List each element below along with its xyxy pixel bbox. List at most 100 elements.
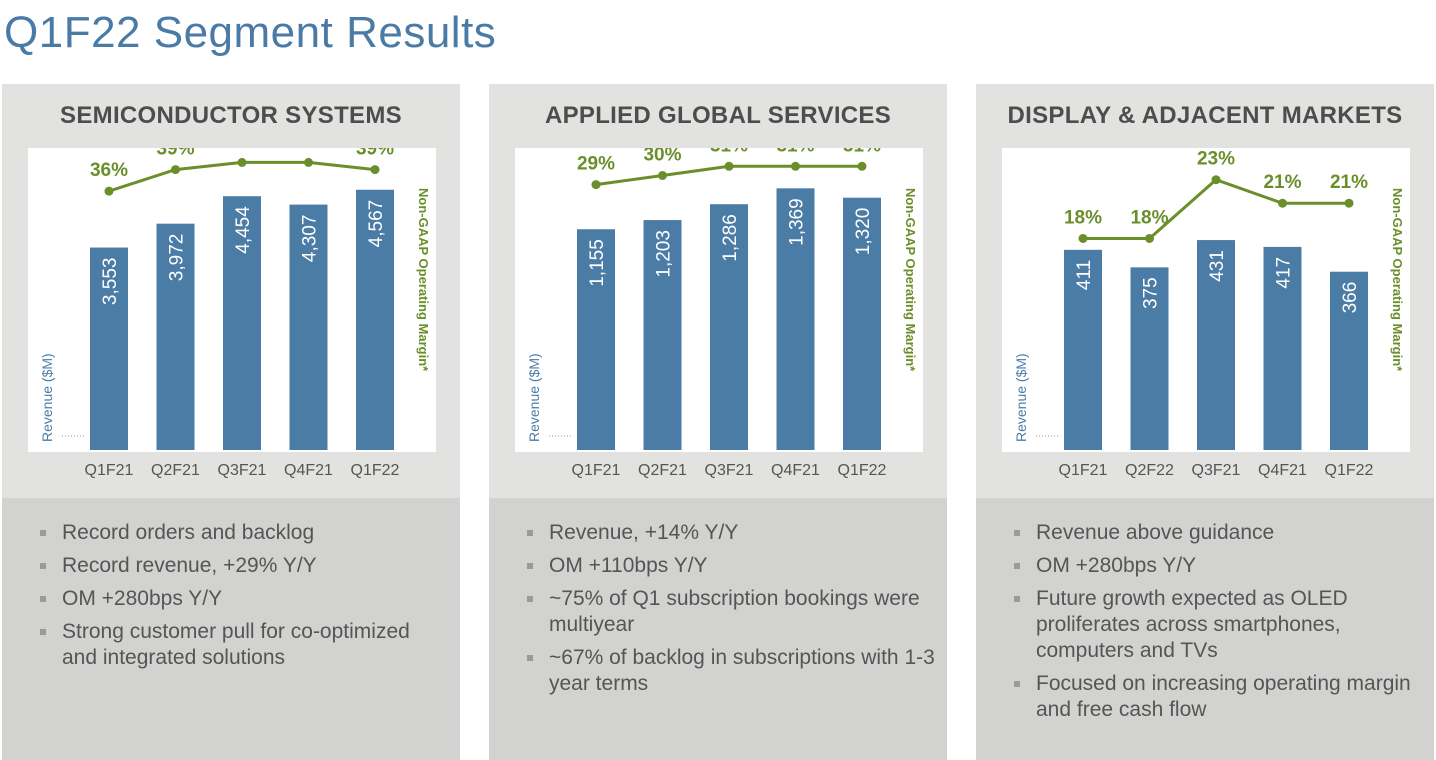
revenue-bar <box>1197 240 1235 450</box>
bullet-square-icon <box>40 596 46 602</box>
margin-value-label: 39% <box>356 148 394 160</box>
margin-point <box>370 165 380 175</box>
panel-applied-global-services: APPLIED GLOBAL SERVICES Revenue ($M) 1,15… <box>489 84 947 760</box>
x-tick-label: Q2F21 <box>638 462 687 479</box>
x-tick-label: Q1F21 <box>84 462 134 479</box>
revenue-bar <box>710 204 748 450</box>
x-tick-label: Q1F21 <box>571 462 621 479</box>
chart-area: Revenue ($M) 411 375 431 417 366 18% 18% 23% 21% 2… <box>1002 148 1410 452</box>
margin-point <box>724 161 734 171</box>
revenue-bar <box>1064 249 1102 450</box>
margin-value-label: 31% <box>843 148 881 156</box>
bullet-list: Revenue above guidance OM +280bps Y/Y Fu… <box>1012 520 1422 730</box>
y2-axis-label: Non-GAAP Operating Margin* <box>1390 188 1405 372</box>
margin-point <box>1145 233 1154 243</box>
x-tick-label: Q1F21 <box>1058 462 1108 479</box>
bar-value-label: 366 <box>1340 282 1361 314</box>
bullet-text: OM +280bps Y/Y <box>1036 554 1197 577</box>
bullet-text: Future growth expected as OLED prolifera… <box>1036 587 1348 662</box>
bullet-square-icon <box>1014 563 1020 569</box>
bullet-text: Revenue, +14% Y/Y <box>549 521 739 544</box>
x-tick-label: Q1F22 <box>350 462 400 479</box>
margin-point <box>791 161 800 171</box>
x-tick-label: Q4F21 <box>771 462 820 479</box>
bullet-text: OM +110bps Y/Y <box>549 554 708 577</box>
margin-point <box>171 165 180 175</box>
segment-chart: Revenue ($M) 411 375 431 417 366 18% 18% 23% 21% 2… <box>1013 149 1405 450</box>
margin-point <box>304 157 313 167</box>
x-tick-label: Q1F22 <box>837 462 887 479</box>
revenue-bar <box>776 188 815 450</box>
bullet-item: ~75% of Q1 subscription bookings were mu… <box>525 586 935 638</box>
margin-point <box>1211 175 1221 185</box>
margin-value-label: 36% <box>90 160 128 181</box>
bullet-item: OM +280bps Y/Y <box>1012 553 1422 579</box>
bullet-text: ~75% of Q1 subscription bookings were mu… <box>549 587 920 636</box>
y2-axis-label: Non-GAAP Operating Margin* <box>416 188 431 372</box>
panel-display-adjacent-markets: DISPLAY & ADJACENT MARKETS Revenue ($M) 4… <box>976 84 1434 760</box>
margin-value-label: 18% <box>1064 207 1102 228</box>
panel-bullets-background <box>2 498 460 760</box>
bullet-text: Focused on increasing operating margin a… <box>1036 672 1411 721</box>
bullet-item: Revenue above guidance <box>1012 520 1422 546</box>
bullet-item: Focused on increasing operating margin a… <box>1012 671 1422 723</box>
revenue-bar <box>643 220 682 450</box>
margin-line <box>1083 178 1349 240</box>
bullet-square-icon <box>40 629 46 635</box>
revenue-bar <box>223 196 261 450</box>
chart-area: Revenue ($M) 3,553 3,972 4,454 4,307 4,567 36%… <box>28 148 436 452</box>
bullet-square-icon <box>1014 681 1020 687</box>
page-title: Q1F22 Segment Results <box>4 8 497 57</box>
margin-value-label: 21% <box>1263 172 1301 193</box>
segment-chart: Revenue ($M) 3,553 3,972 4,454 4,307 4,567 36%… <box>39 148 431 451</box>
margin-point <box>591 180 601 190</box>
x-tick-label: Q3F21 <box>704 462 754 479</box>
bar-value-label: 4,454 <box>233 206 254 254</box>
margin-point <box>1078 233 1088 243</box>
margin-point <box>237 157 247 167</box>
margin-point <box>1344 198 1354 208</box>
margin-value-label: 31% <box>776 148 814 156</box>
x-tick-label: Q4F21 <box>284 462 333 479</box>
margin-value-label: 40% <box>289 148 327 152</box>
revenue-bar <box>289 204 328 450</box>
panel-bullets-background <box>489 498 947 760</box>
bar-value-label: 3,553 <box>100 258 121 306</box>
revenue-bar <box>843 197 881 450</box>
bullet-list: Revenue, +14% Y/Y OM +110bps Y/Y ~75% of… <box>525 520 935 704</box>
bar-value-label: 1,203 <box>654 230 675 278</box>
x-tick-label: Q2F21 <box>151 462 200 479</box>
margin-value-label: 31% <box>710 148 748 156</box>
revenue-bar <box>356 189 394 451</box>
margin-value-label: 39% <box>156 148 194 160</box>
margin-point <box>1278 198 1287 208</box>
bar-value-label: 411 <box>1074 260 1095 290</box>
panel-bullets-background <box>976 498 1434 760</box>
segment-chart: Revenue ($M) 1,155 1,203 1,286 1,369 1,320 29%… <box>526 148 918 450</box>
margin-value-label: 21% <box>1330 172 1368 193</box>
revenue-bar <box>90 247 128 450</box>
bullet-item: OM +110bps Y/Y <box>525 553 935 579</box>
x-tick-label: Q3F21 <box>217 462 267 479</box>
revenue-bar <box>1263 246 1302 450</box>
margin-value-label: 40% <box>223 148 261 152</box>
bullet-square-icon <box>527 563 533 569</box>
panel-title: SEMICONDUCTOR SYSTEMS <box>60 102 402 129</box>
bullet-item: Future growth expected as OLED prolifera… <box>1012 586 1422 664</box>
bar-value-label: 3,972 <box>167 234 188 282</box>
y-axis-label: Revenue ($M) <box>526 353 542 442</box>
x-tick-label: Q4F21 <box>1258 462 1307 479</box>
bullet-item: Record revenue, +29% Y/Y <box>38 553 448 579</box>
bar-value-label: 417 <box>1274 257 1295 289</box>
margin-point <box>857 161 867 171</box>
bullet-square-icon <box>527 530 533 536</box>
bullet-text: Revenue above guidance <box>1036 521 1275 544</box>
bar-value-label: 1,155 <box>587 239 608 287</box>
x-tick-label: Q3F21 <box>1191 462 1241 479</box>
margin-value-label: 23% <box>1197 149 1235 170</box>
bar-value-label: 431 <box>1207 250 1228 282</box>
bullet-text: OM +280bps Y/Y <box>62 587 223 610</box>
bullet-text: Strong customer pull for co-optimized an… <box>62 620 410 669</box>
bullet-text: Record revenue, +29% Y/Y <box>62 554 317 577</box>
bullet-square-icon <box>527 655 533 661</box>
